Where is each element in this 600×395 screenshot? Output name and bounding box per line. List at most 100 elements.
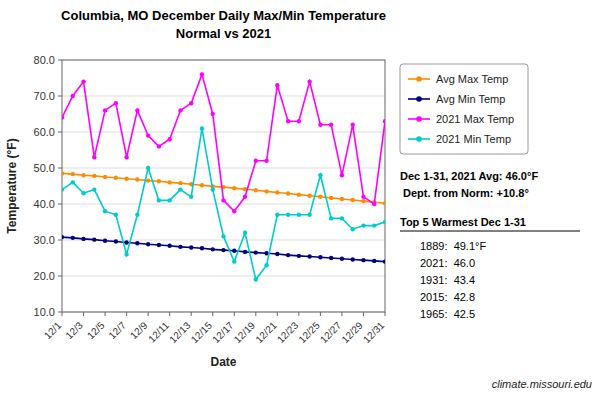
series-marker	[351, 227, 355, 231]
y-tick	[58, 276, 62, 277]
series-marker	[211, 112, 215, 116]
y-tick-label: 50.0	[34, 162, 55, 174]
series-marker	[264, 189, 268, 193]
x-tick-label: 12/1	[42, 319, 64, 341]
y-tick	[58, 204, 62, 205]
series-marker	[200, 72, 204, 76]
series-marker	[361, 223, 365, 227]
x-tick	[212, 312, 213, 316]
series-marker	[135, 108, 139, 112]
series-marker	[157, 198, 161, 202]
series-marker	[232, 249, 236, 253]
series-marker	[71, 94, 75, 98]
legend-box	[400, 64, 528, 154]
series-marker	[383, 119, 385, 123]
series-marker	[232, 259, 236, 263]
x-tick	[255, 312, 256, 316]
series-marker	[372, 223, 376, 227]
series-marker	[114, 101, 118, 105]
series-marker	[318, 255, 322, 259]
series-marker	[383, 259, 385, 263]
x-tick	[320, 312, 321, 316]
x-tick-label: 12/7	[106, 319, 128, 341]
series-marker	[135, 241, 139, 245]
series-marker	[167, 180, 171, 184]
legend-label: 2021 Min Temp	[436, 133, 511, 145]
x-tick-label: 12/11	[146, 319, 171, 344]
series-marker	[221, 198, 225, 202]
series-marker	[383, 201, 385, 205]
x-tick	[385, 312, 386, 316]
title: Columbia, MO December Daily Max/Min Temp…	[61, 8, 386, 23]
series-line	[62, 74, 385, 211]
series-marker	[297, 192, 301, 196]
series-marker	[124, 240, 128, 244]
series-marker	[189, 245, 193, 249]
series-marker	[254, 250, 258, 254]
series-marker	[329, 196, 333, 200]
series-marker	[167, 244, 171, 248]
legend-marker	[416, 116, 422, 122]
series-marker	[340, 173, 344, 177]
y-tick-label: 60.0	[34, 126, 55, 138]
x-axis-label: Date	[210, 355, 236, 369]
series-marker	[307, 79, 311, 83]
subtitle: Normal vs 2021	[176, 26, 271, 41]
series-marker	[157, 144, 161, 148]
series-marker	[62, 187, 64, 191]
x-tick	[83, 312, 84, 316]
series-marker	[340, 216, 344, 220]
x-tick	[234, 312, 235, 316]
series-marker	[243, 250, 247, 254]
credit: climate.missouri.edu	[492, 378, 592, 390]
series-marker	[329, 123, 333, 127]
legend-marker	[416, 136, 422, 142]
series-marker	[351, 257, 355, 261]
legend-label: Avg Max Temp	[436, 73, 508, 85]
x-tick	[126, 312, 127, 316]
series-marker	[221, 248, 225, 252]
series-marker	[318, 173, 322, 177]
series-marker	[146, 242, 150, 246]
series-marker	[124, 177, 128, 181]
series-marker	[275, 252, 279, 256]
x-tick	[105, 312, 106, 316]
series-marker	[92, 174, 96, 178]
series-marker	[71, 172, 75, 176]
y-tick-label: 40.0	[34, 198, 55, 210]
series-marker	[200, 246, 204, 250]
legend-marker	[416, 76, 422, 82]
series-line	[62, 237, 385, 261]
series-marker	[297, 213, 301, 217]
y-tick	[58, 96, 62, 97]
grid-line	[62, 276, 385, 277]
series-marker	[254, 159, 258, 163]
y-tick	[58, 312, 62, 313]
series-marker	[361, 195, 365, 199]
series-marker	[275, 83, 279, 87]
annotation: Dec 1-31, 2021 Avg: 46.0°F	[400, 170, 538, 182]
series-marker	[178, 187, 182, 191]
series-group	[62, 72, 385, 282]
x-tick-label: 12/21	[253, 319, 279, 345]
series-marker	[135, 213, 139, 217]
x-tick-label: 12/23	[275, 319, 301, 345]
y-axis-label: Temperature (°F)	[5, 138, 19, 233]
x-tick-label: 12/15	[189, 319, 215, 345]
x-tick-label: 12/3	[63, 319, 85, 341]
series-marker	[189, 101, 193, 105]
series-marker	[232, 209, 236, 213]
series-marker	[114, 213, 118, 217]
annotation-underline	[400, 231, 580, 232]
chart: 10.020.030.040.050.060.070.080.012/112/3…	[0, 0, 600, 395]
grid-line	[62, 132, 385, 133]
series-marker	[103, 209, 107, 213]
x-tick	[191, 312, 192, 316]
series-marker	[318, 123, 322, 127]
series-marker	[211, 187, 215, 191]
y-tick-label: 20.0	[34, 270, 55, 282]
series-marker	[167, 198, 171, 202]
series-marker	[329, 256, 333, 260]
x-tick	[62, 312, 63, 316]
series-marker	[178, 108, 182, 112]
